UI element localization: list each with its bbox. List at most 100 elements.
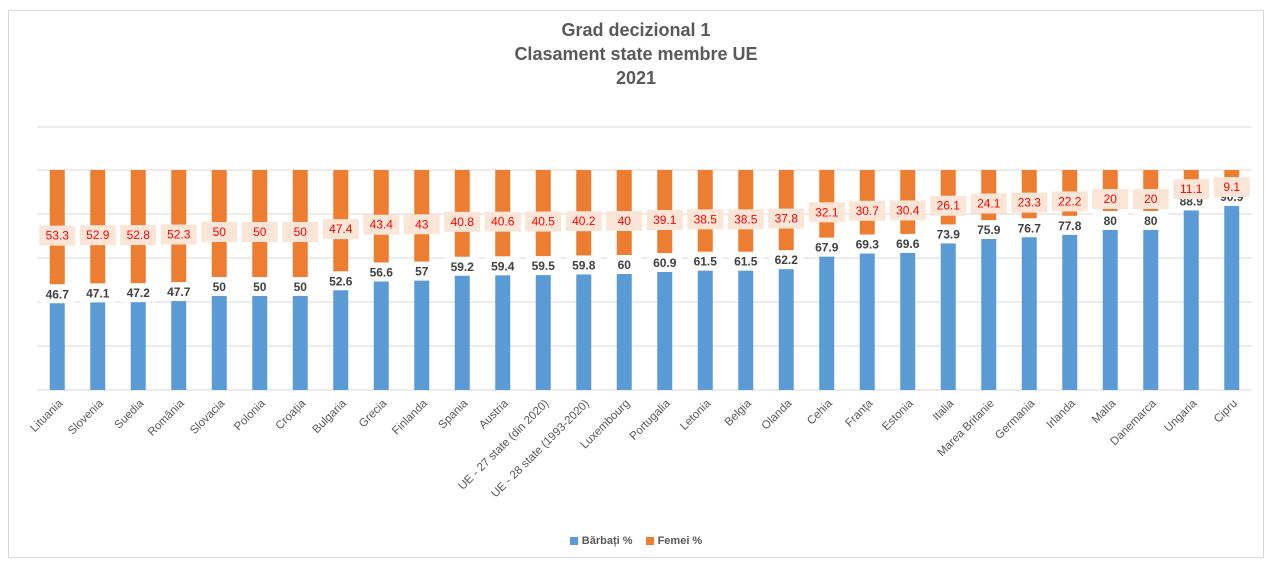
chart-title-line-2: Clasament state membre UE — [514, 44, 758, 64]
bar-barbati — [211, 280, 227, 390]
data-label-barbati: 59.2 — [451, 260, 475, 274]
bar-barbati — [1224, 190, 1240, 390]
data-label-femei: 52.3 — [167, 228, 191, 242]
legend-label-barbati: Bărbați % — [581, 535, 633, 547]
bar-barbati — [454, 259, 470, 390]
data-label-bg-barbati — [445, 256, 480, 276]
bar-barbati — [819, 240, 835, 390]
data-label-femei: 32.1 — [815, 205, 839, 219]
data-label-bg-barbati — [850, 234, 885, 254]
data-label-bg-barbati — [1052, 215, 1087, 235]
data-label-barbati: 50 — [213, 280, 227, 294]
bar-barbati — [90, 286, 106, 390]
data-label-bg-femei — [646, 210, 683, 231]
bar-barbati — [414, 264, 430, 390]
data-label-bg-barbati — [283, 277, 318, 296]
bar-barbati — [738, 254, 754, 390]
data-label-bg-barbati — [809, 237, 844, 257]
bar-barbati — [616, 258, 632, 390]
data-label-femei: 52.8 — [127, 228, 151, 242]
data-label-barbati: 56.6 — [370, 265, 394, 279]
data-label-barbati: 47.2 — [127, 286, 151, 300]
data-label-bg-femei — [606, 211, 643, 231]
x-tick-label: Franța — [843, 397, 875, 429]
chart-title: Grad decizional 1 Clasament state membre… — [0, 18, 1272, 90]
data-label-bg-barbati — [931, 224, 966, 244]
data-label-bg-barbati — [80, 283, 115, 303]
data-label-barbati: 57 — [415, 265, 429, 279]
legend-label-femei: Femei % — [657, 535, 703, 547]
data-label-femei: 11.1 — [1180, 182, 1203, 196]
data-label-barbati: 67.9 — [815, 241, 839, 255]
x-tick-label: Slovacia — [188, 397, 228, 437]
data-label-bg-femei — [1132, 189, 1169, 209]
data-label-femei: 22.2 — [1058, 194, 1082, 208]
bar-barbati — [1102, 214, 1118, 390]
data-label-bg-femei — [525, 211, 562, 232]
data-label-bg-femei — [687, 209, 724, 230]
data-label-bg-femei — [444, 211, 481, 232]
x-tick-label: Slovenia — [66, 397, 106, 437]
data-label-barbati: 62.2 — [775, 253, 799, 267]
x-tick-label: Cipru — [1212, 398, 1240, 426]
data-label-barbati: 47.7 — [167, 285, 191, 299]
data-label-barbati: 47.1 — [86, 286, 110, 300]
bar-barbati — [252, 280, 268, 390]
x-tick-label: Suedia — [113, 397, 147, 431]
x-tick-label: Bulgaria — [311, 397, 350, 436]
data-label-barbati: 59.8 — [572, 258, 596, 272]
data-label-barbati: 50 — [294, 280, 308, 294]
data-label-bg-barbati — [607, 255, 642, 274]
data-label-femei: 50 — [294, 225, 308, 239]
bar-barbati — [49, 287, 65, 390]
data-label-femei: 50 — [213, 225, 227, 239]
bar-barbati — [373, 265, 389, 390]
data-label-bg-barbati — [323, 271, 358, 291]
data-label-femei: 47.4 — [329, 222, 353, 236]
data-label-barbati: 59.5 — [532, 259, 556, 273]
data-label-bg-femei — [201, 222, 238, 242]
data-label-femei: 20 — [1144, 192, 1158, 206]
data-label-femei: 40.6 — [491, 215, 515, 229]
legend-swatch-barbati — [569, 537, 578, 545]
x-tick-label: Estonia — [880, 397, 916, 433]
data-label-femei: 43.4 — [370, 218, 394, 232]
bar-barbati — [657, 256, 673, 390]
x-tick-label: România — [146, 397, 187, 438]
data-label-femei: 9.1 — [1223, 180, 1240, 194]
bar-barbati — [859, 237, 875, 390]
data-label-barbati: 80 — [1144, 214, 1158, 228]
bar-barbati — [292, 280, 308, 390]
data-label-bg-barbati — [769, 250, 804, 270]
data-label-bg-femei — [970, 193, 1007, 214]
x-tick-label: Belgia — [723, 397, 755, 429]
bar-barbati — [495, 259, 511, 390]
bar-barbati — [333, 274, 349, 390]
data-label-bg-femei — [120, 225, 157, 246]
x-tick-label: Cehia — [805, 397, 835, 427]
data-label-bg-barbati — [404, 261, 439, 281]
data-label-barbati: 69.3 — [856, 238, 880, 252]
x-tick-label: Germania — [993, 397, 1038, 442]
data-label-barbati: 50 — [253, 280, 267, 294]
data-label-bg-barbati — [161, 282, 196, 302]
data-label-bg-barbati — [688, 251, 723, 271]
bar-barbati — [130, 286, 146, 390]
data-label-femei: 38.5 — [734, 212, 758, 226]
data-label-femei: 38.5 — [694, 212, 718, 226]
data-label-bg-femei — [1011, 192, 1048, 213]
data-label-barbati: 46.7 — [46, 287, 70, 301]
x-tick-label: Italia — [931, 397, 957, 423]
data-label-bg-femei — [241, 222, 278, 242]
data-label-barbati: 59.4 — [491, 259, 515, 273]
data-label-bg-femei — [565, 211, 602, 232]
data-label-femei: 40.2 — [572, 214, 596, 228]
data-label-bg-barbati — [364, 262, 399, 282]
data-label-bg-barbati — [1012, 218, 1047, 238]
data-label-bg-femei — [484, 211, 521, 232]
data-label-bg-barbati — [40, 284, 75, 304]
x-tick-label: Malta — [1090, 397, 1119, 426]
data-label-bg-femei — [403, 214, 440, 235]
data-label-bg-femei — [1092, 189, 1129, 209]
data-label-barbati: 60.9 — [653, 256, 677, 270]
